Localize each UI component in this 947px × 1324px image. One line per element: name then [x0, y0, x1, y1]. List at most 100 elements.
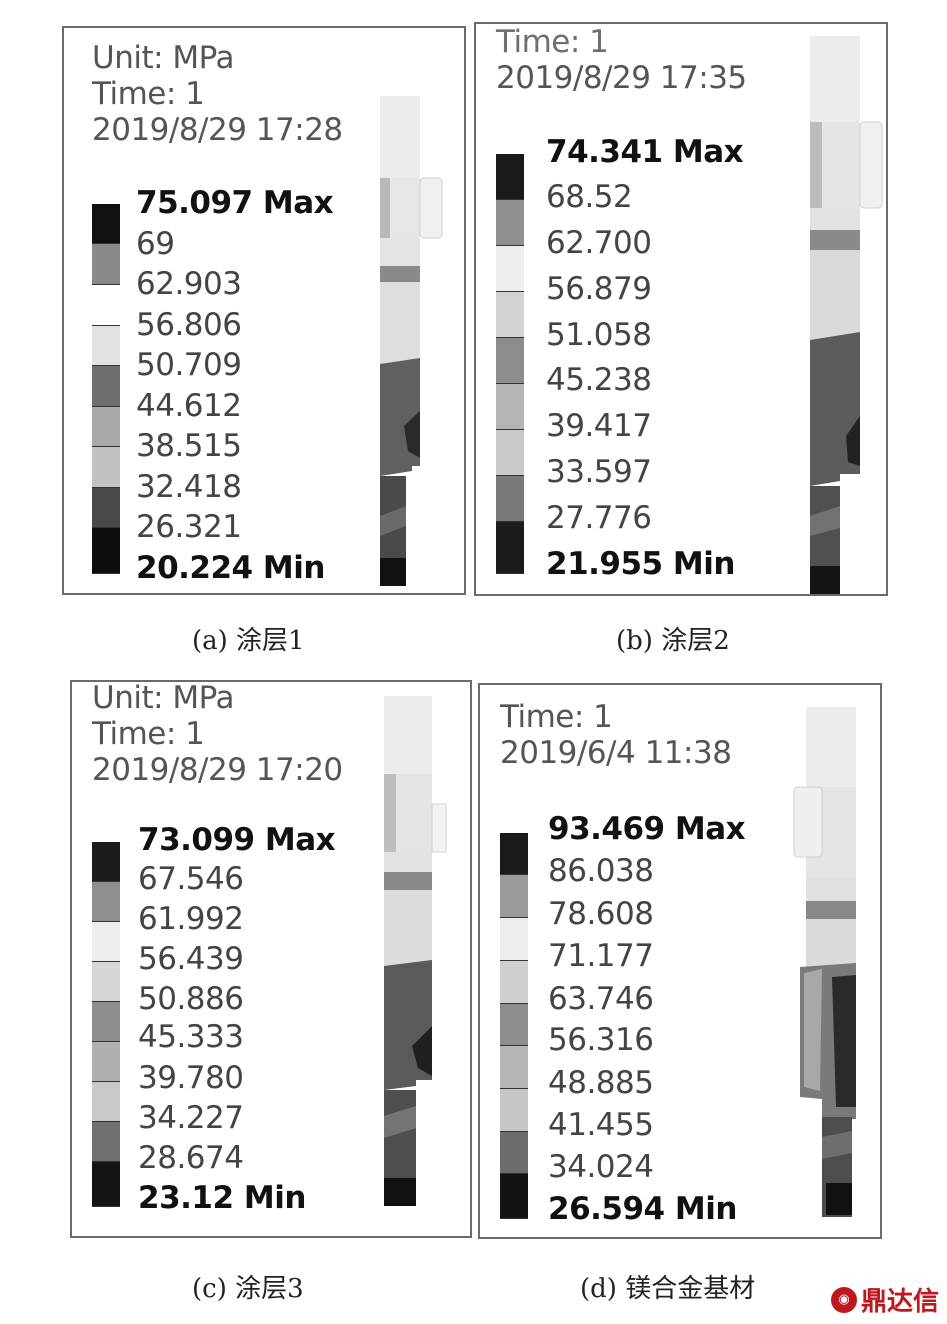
- legend-max: 75.097 Max: [136, 185, 334, 221]
- panel-header: Unit: MPa Time: 1 2019/8/29 17:20: [92, 680, 343, 788]
- legend-min: 23.12 Min: [138, 1180, 306, 1216]
- panel-header: Time: 1 2019/6/4 11:38: [500, 699, 732, 771]
- caption-a: (a) 涂层1: [192, 626, 305, 656]
- caption-b: (b) 涂层2: [616, 626, 730, 656]
- legend-value: 86.038: [548, 853, 654, 889]
- legend-value: 63.746: [548, 981, 654, 1017]
- legend-swatch: [92, 1082, 120, 1122]
- time-label: Time: 1: [92, 76, 205, 112]
- legend-swatch: [92, 285, 120, 326]
- legend-value: 56.439: [138, 941, 244, 977]
- legend-value: 38.515: [136, 428, 242, 464]
- unit-label: Unit: MPa: [92, 40, 234, 76]
- legend-value: 50.709: [136, 347, 242, 383]
- legend-value: 61.992: [138, 901, 244, 937]
- legend-value: 56.316: [548, 1022, 654, 1058]
- watermark-text: 鼎达信: [860, 1287, 939, 1317]
- legend-value: 45.238: [546, 362, 652, 398]
- legend-max: 93.469 Max: [548, 811, 746, 847]
- watermark: ◉ 鼎达信: [830, 1281, 939, 1318]
- legend-swatch: [496, 522, 524, 574]
- legend-value: 62.903: [136, 266, 242, 302]
- legend-min: 20.224 Min: [136, 550, 325, 586]
- legend-value: 69: [136, 226, 175, 262]
- legend-swatch: [92, 1162, 120, 1207]
- legend-max: 73.099 Max: [138, 822, 336, 858]
- legend-swatch: [496, 338, 524, 384]
- caption-c: (c) 涂层3: [192, 1274, 304, 1304]
- legend-swatch: [500, 875, 528, 918]
- legend-value: 34.024: [548, 1149, 654, 1185]
- legend-swatch: [92, 528, 120, 574]
- legend-value: 56.806: [136, 307, 242, 343]
- timestamp-label: 2019/8/29 17:20: [92, 752, 343, 788]
- watermark-logo-icon: ◉: [830, 1286, 857, 1313]
- legend-value: 56.879: [546, 271, 652, 307]
- stress-contour-model: [384, 696, 447, 1206]
- legend-swatch: [92, 1122, 120, 1162]
- timestamp-label: 2019/6/4 11:38: [500, 735, 732, 771]
- legend-value: 45.333: [138, 1019, 244, 1055]
- legend-swatch: [496, 292, 524, 338]
- legend-swatch: [500, 1089, 528, 1132]
- timestamp-label: 2019/8/29 17:35: [496, 60, 747, 96]
- legend-swatch: [496, 384, 524, 430]
- time-label: Time: 1: [92, 716, 205, 752]
- contour-panel-b: Time: 1 2019/8/29 17:35 74.341 Max 68.52…: [474, 22, 888, 596]
- legend-swatch: [92, 326, 120, 366]
- legend-swatch: [92, 922, 120, 962]
- legend-value: 27.776: [546, 500, 652, 536]
- legend-swatch: [500, 1046, 528, 1089]
- legend-swatch: [92, 488, 120, 528]
- legend-swatch: [92, 1002, 120, 1042]
- stress-contour-model: [793, 707, 856, 1217]
- legend-min: 21.955 Min: [546, 546, 735, 582]
- legend-swatch: [500, 1004, 528, 1046]
- legend-swatch: [92, 842, 120, 882]
- unit-label: Unit: MPa: [92, 680, 234, 716]
- legend-swatch: [500, 833, 528, 875]
- legend-value: 39.417: [546, 408, 652, 444]
- legend-swatch: [496, 200, 524, 246]
- legend-value: 39.780: [138, 1060, 244, 1096]
- legend-max: 74.341 Max: [546, 134, 744, 170]
- legend-swatch: [496, 154, 524, 200]
- legend-swatch: [92, 1042, 120, 1082]
- legend-value: 34.227: [138, 1100, 244, 1136]
- legend-value: 28.674: [138, 1140, 244, 1176]
- legend-value: 48.885: [548, 1065, 654, 1101]
- stress-contour-model: [380, 96, 443, 586]
- legend-swatch: [500, 918, 528, 961]
- legend-swatch: [496, 476, 524, 522]
- legend-swatch: [500, 961, 528, 1004]
- contour-panel-c: Unit: MPa Time: 1 2019/8/29 17:20 73.099…: [70, 680, 472, 1238]
- legend-swatch: [92, 882, 120, 922]
- legend-swatch: [92, 447, 120, 488]
- time-label: Time: 1: [496, 24, 609, 60]
- legend-swatch: [92, 244, 120, 285]
- legend-value: 41.455: [548, 1107, 654, 1143]
- legend-swatch: [500, 1132, 528, 1174]
- timestamp-label: 2019/8/29 17:28: [92, 112, 343, 148]
- contour-panel-a: Unit: MPa Time: 1 2019/8/29 17:28 75.097…: [62, 26, 466, 595]
- panel-header: Unit: MPa Time: 1 2019/8/29 17:28: [92, 40, 343, 148]
- legend-value: 33.597: [546, 454, 652, 490]
- legend-value: 71.177: [548, 938, 654, 974]
- legend-value: 32.418: [136, 469, 242, 505]
- legend-swatch: [92, 407, 120, 447]
- legend-value: 26.321: [136, 509, 242, 545]
- legend-swatch: [92, 204, 120, 244]
- caption-d: (d) 镁合金基材: [580, 1274, 756, 1304]
- legend-swatch: [500, 1174, 528, 1219]
- legend-value: 50.886: [138, 981, 244, 1017]
- legend-value: 62.700: [546, 225, 652, 261]
- legend-swatch: [496, 246, 524, 292]
- legend-value: 51.058: [546, 317, 652, 353]
- legend-value: 78.608: [548, 896, 654, 932]
- legend-min: 26.594 Min: [548, 1191, 737, 1227]
- panel-header: Time: 1 2019/8/29 17:35: [496, 24, 747, 96]
- stress-contour-model: [810, 36, 883, 594]
- legend-value: 67.546: [138, 861, 244, 897]
- legend-swatch: [496, 430, 524, 476]
- legend-swatch: [92, 962, 120, 1002]
